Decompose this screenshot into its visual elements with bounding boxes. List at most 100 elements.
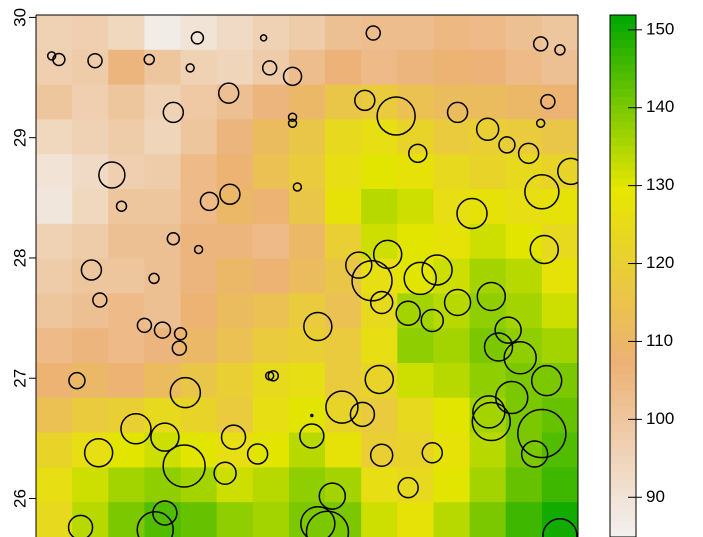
axes: 26 27 28 29 30 90 100 110 120 130 140 150 <box>10 8 674 537</box>
point <box>115 200 128 212</box>
raster-cell <box>505 49 543 86</box>
raster-cell <box>72 467 109 503</box>
colorbar-segment <box>610 267 636 277</box>
raster-cell <box>505 328 543 364</box>
raster-cell <box>72 258 109 294</box>
raster-cell <box>433 397 471 434</box>
colorbar-segment <box>610 72 636 81</box>
raster-cell <box>469 49 507 86</box>
point <box>67 514 94 537</box>
point <box>261 60 278 76</box>
raster-cell <box>72 397 109 434</box>
colorbar-segment <box>610 23 636 32</box>
colorbar-segment <box>610 390 636 399</box>
colorbar-segment <box>610 463 636 473</box>
raster-cell <box>433 502 471 537</box>
raster-cell <box>433 363 471 399</box>
point <box>471 401 512 442</box>
raster-cell <box>288 328 326 364</box>
point <box>530 364 563 397</box>
raster-cell <box>433 293 471 329</box>
point <box>476 281 507 312</box>
point <box>193 244 204 255</box>
point <box>535 118 546 128</box>
point <box>299 423 325 449</box>
colorbar-segment <box>610 15 636 24</box>
raster-cell <box>36 189 73 225</box>
raster-cell <box>108 223 145 260</box>
raster-cell <box>288 84 326 120</box>
colorbar-segment <box>610 55 636 65</box>
point <box>403 261 437 296</box>
raster-cell <box>252 258 290 294</box>
raster-cell <box>216 15 254 51</box>
point <box>475 117 500 142</box>
point <box>46 51 57 61</box>
raster-cell <box>505 189 543 225</box>
raster-cell <box>180 154 218 190</box>
point <box>150 422 180 452</box>
raster-cell <box>541 84 578 120</box>
raster-cell <box>541 223 578 260</box>
colorbar-segment <box>610 194 636 204</box>
colorbar-segment <box>610 137 636 146</box>
raster-cell <box>108 258 145 294</box>
raster-cell <box>288 258 326 294</box>
raster-cell <box>469 223 507 260</box>
colorbar-tick-label: 120 <box>646 253 674 272</box>
colorbar-segment <box>610 520 636 530</box>
colorbar-segment <box>610 439 636 448</box>
raster-cell <box>288 432 326 468</box>
colorbar-segment <box>610 292 636 301</box>
raster-cell <box>325 84 362 120</box>
raster-cell <box>325 328 362 364</box>
raster-cell <box>469 189 507 225</box>
raster-cell <box>361 328 398 364</box>
raster-cell <box>288 15 326 51</box>
raster-cell <box>36 293 73 329</box>
colorbar-tick-label: 90 <box>646 487 665 506</box>
raster-cell <box>216 397 254 434</box>
point <box>120 413 152 445</box>
raster-cell <box>108 363 145 399</box>
raster-cell <box>541 328 578 364</box>
raster <box>36 15 578 537</box>
raster-cell <box>108 293 145 329</box>
raster-cell <box>252 467 290 503</box>
colorbar-tick-label: 140 <box>646 97 674 116</box>
colorbar-segment <box>610 227 636 236</box>
raster-cell <box>433 328 471 364</box>
raster-cell <box>72 293 109 329</box>
raster-cell <box>469 363 507 399</box>
point <box>494 316 522 344</box>
raster-cell <box>144 119 182 155</box>
raster-cell <box>505 397 543 434</box>
point <box>443 288 472 317</box>
raster-cell <box>72 189 109 225</box>
raster-cell <box>288 223 326 260</box>
raster-cell <box>325 258 362 294</box>
point <box>162 444 206 488</box>
point <box>217 82 240 104</box>
raster-cell <box>505 15 543 51</box>
raster-cell <box>325 363 362 399</box>
colorbar-frame <box>609 14 637 537</box>
colorbar-segment <box>610 414 636 424</box>
raster-cell <box>433 49 471 86</box>
colorbar-segment <box>610 479 636 489</box>
colorbar-segment <box>610 284 636 293</box>
colorbar-segment <box>610 512 636 522</box>
y-tick-label: 30 <box>10 8 29 27</box>
colorbar-tick-label: 130 <box>646 175 674 194</box>
raster-cell <box>216 363 254 399</box>
point <box>524 174 560 210</box>
raster-cell <box>469 258 507 294</box>
raster-cell <box>36 119 73 155</box>
colorbar-tick-label: 100 <box>646 409 674 428</box>
raster-cell <box>144 363 182 399</box>
point <box>408 143 428 164</box>
point <box>305 510 350 537</box>
point <box>267 370 280 382</box>
raster-cell <box>180 502 218 537</box>
raster-cell <box>144 293 182 329</box>
